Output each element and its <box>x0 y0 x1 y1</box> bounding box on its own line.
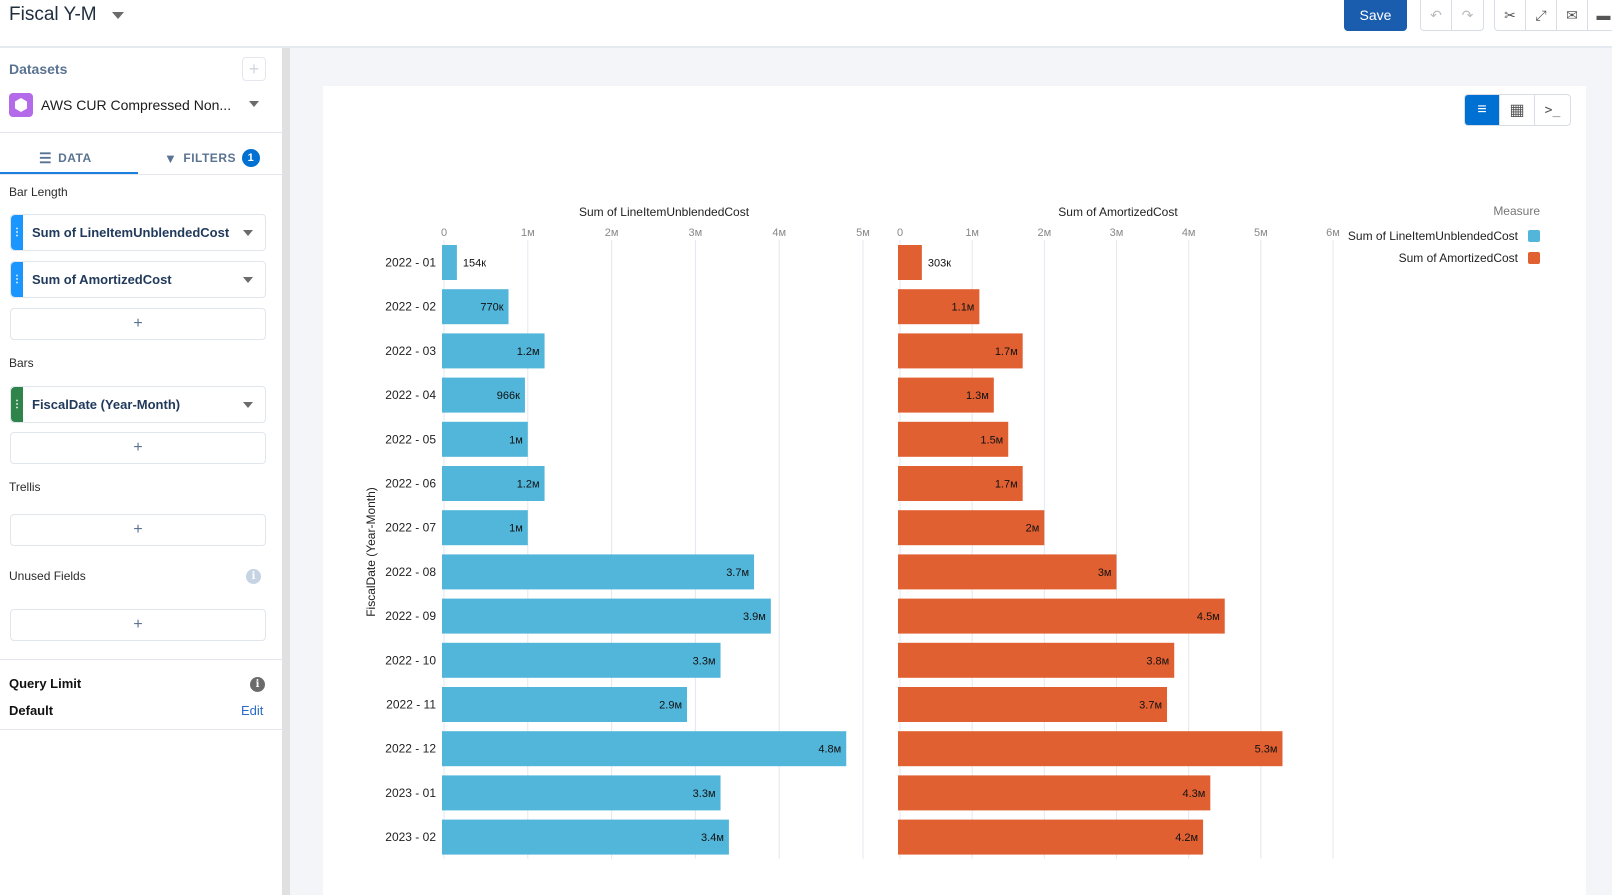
bar-chart-view-icon[interactable]: ≡ <box>1465 95 1500 125</box>
table-view-icon[interactable]: ▦ <box>1500 95 1535 125</box>
chart-card: ≡ ▦ >_ <box>323 86 1586 895</box>
add-bars-button[interactable]: + <box>10 432 266 464</box>
datasets-label: Datasets <box>9 61 68 77</box>
tab-filters-label: FILTERS <box>183 151 236 165</box>
add-dataset-button[interactable]: + <box>242 57 266 81</box>
bar-length-label: Bar Length <box>9 185 68 199</box>
add-bar-length-button[interactable]: + <box>10 308 266 340</box>
query-limit-value: Default <box>9 703 54 718</box>
trellis-label: Trellis <box>9 480 41 494</box>
filter-icon: ▼ <box>164 150 178 166</box>
field-label: Sum of LineItemUnblendedCost <box>32 225 230 240</box>
view-toggle: ≡ ▦ >_ <box>1464 94 1571 126</box>
tab-data-label: DATA <box>58 151 92 165</box>
left-panel: Datasets + AWS CUR Compressed Non... ☰ D… <box>0 48 282 895</box>
info-icon[interactable]: i <box>250 677 265 692</box>
tab-filters[interactable]: ▼ FILTERS 1 <box>164 143 260 173</box>
chevron-down-icon[interactable] <box>243 230 253 236</box>
redo-icon[interactable]: ↷ <box>1461 6 1474 23</box>
query-limit-label: Query Limit <box>9 676 82 691</box>
list-icon: ☰ <box>39 149 53 166</box>
save-button[interactable]: Save <box>1344 0 1407 31</box>
page-title: Fiscal Y-M <box>9 4 97 25</box>
dataset-icon <box>9 93 33 117</box>
envelope-icon[interactable]: ✉ <box>1557 0 1588 30</box>
field-pill-fiscaldate[interactable]: ⋮ FiscalDate (Year-Month) <box>10 386 266 423</box>
add-trellis-button[interactable]: + <box>10 514 266 546</box>
dataset-dropdown-icon[interactable] <box>249 101 259 107</box>
expand-icon[interactable]: ⤢ <box>1526 0 1557 30</box>
info-icon[interactable]: i <box>246 569 261 584</box>
drag-handle-icon[interactable]: ⋮ <box>11 262 23 297</box>
chevron-down-icon[interactable] <box>243 402 253 408</box>
field-pill-unblended[interactable]: ⋮ Sum of LineItemUnblendedCost <box>10 214 266 251</box>
drag-handle-icon[interactable]: ⋮ <box>11 215 23 250</box>
field-label: FiscalDate (Year-Month) <box>32 397 181 412</box>
field-label: Sum of AmortizedCost <box>32 272 172 287</box>
chevron-down-icon[interactable] <box>243 277 253 283</box>
tab-data[interactable]: ☰ DATA <box>39 143 92 173</box>
query-view-icon[interactable]: >_ <box>1544 102 1561 118</box>
filter-count-badge: 1 <box>241 149 260 167</box>
active-tab-indicator <box>0 172 138 175</box>
title-dropdown-icon[interactable] <box>112 12 124 19</box>
bars-label: Bars <box>9 356 34 370</box>
add-unused-button[interactable]: + <box>10 609 266 641</box>
edit-query-limit-link[interactable]: Edit <box>241 703 264 718</box>
actions-group: ✂ ⤢ ✉ ▬ <box>1494 0 1612 31</box>
panel-scrollbar[interactable] <box>282 48 290 895</box>
unused-fields-label: Unused Fields <box>9 569 86 583</box>
dataset-selector[interactable]: AWS CUR Compressed Non... <box>41 97 232 113</box>
drag-handle-icon[interactable]: ⋮ <box>11 387 23 422</box>
undo-redo-group: ↶ ↷ <box>1420 0 1484 31</box>
field-pill-amortized[interactable]: ⋮ Sum of AmortizedCost <box>10 261 266 298</box>
top-bar: Fiscal Y-M Save ↶ ↷ ✂ ⤢ ✉ ▬ <box>0 0 1612 48</box>
undo-icon[interactable]: ↶ <box>1421 0 1452 30</box>
scissors-icon[interactable]: ✂ <box>1495 0 1526 30</box>
folder-icon[interactable]: ▬ <box>1596 7 1611 23</box>
